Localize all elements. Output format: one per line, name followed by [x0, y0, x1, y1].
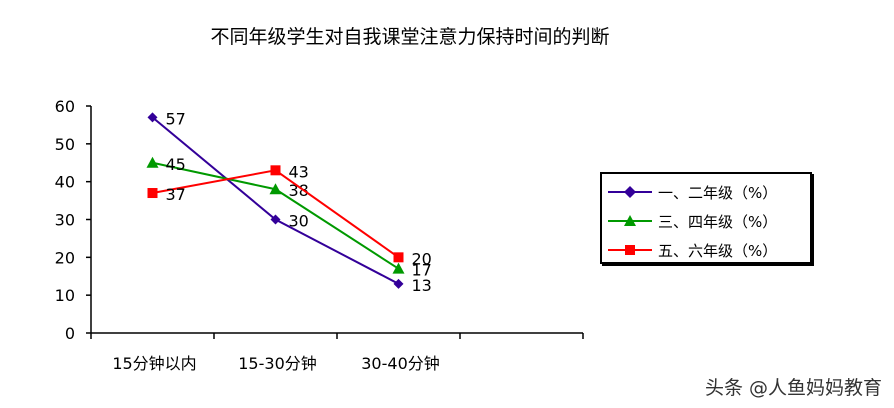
x-tick-label: 15分钟以内	[112, 354, 196, 373]
data-point-diamond	[270, 214, 281, 225]
data-label: 20	[412, 249, 432, 268]
y-tick-label: 20	[55, 248, 75, 267]
y-tick-label: 40	[55, 173, 75, 192]
data-point-diamond	[393, 278, 404, 289]
legend-label-grade-3-4: 三、四年级（%）	[658, 213, 778, 231]
legend-swatch-triangle-icon	[608, 215, 652, 226]
chart-legend: 一、二年级（%） 三、四年级（%） 五、六年级（%）	[600, 172, 812, 264]
data-label: 30	[289, 212, 309, 231]
data-point-square	[270, 165, 281, 176]
legend-swatch-diamond-icon	[608, 186, 652, 198]
data-label: 13	[412, 276, 432, 295]
x-tick-label: 15-30分钟	[238, 354, 317, 373]
legend-item-grade-5-6: 五、六年级（%）	[602, 238, 810, 262]
y-tick-label: 30	[55, 211, 75, 230]
data-point-triangle	[269, 183, 282, 195]
x-tick-label: 30-40分钟	[361, 354, 440, 373]
data-point-diamond	[147, 112, 158, 123]
data-label: 37	[166, 185, 186, 204]
data-label: 38	[289, 181, 309, 200]
legend-label-grade-5-6: 五、六年级（%）	[658, 242, 778, 260]
series-line-1	[151, 116, 399, 285]
y-tick-label: 0	[65, 324, 75, 343]
legend-label-grade-1-2: 一、二年级（%）	[658, 184, 778, 202]
y-tick-label: 10	[55, 286, 75, 305]
watermark: 头条 @人鱼妈妈教育	[704, 377, 882, 399]
y-tick-label: 50	[55, 135, 75, 154]
legend-swatch-square-icon	[608, 245, 652, 255]
legend-item-grade-1-2: 一、二年级（%）	[602, 180, 810, 204]
chart-title: 不同年级学生对自我课堂注意力保持时间的判断	[210, 26, 610, 48]
data-point-triangle	[392, 262, 405, 274]
data-label: 17	[412, 261, 432, 280]
legend-item-grade-3-4: 三、四年级（%）	[602, 209, 810, 233]
y-tick-label: 60	[55, 97, 75, 116]
data-label: 43	[289, 162, 309, 181]
data-point-square	[147, 188, 158, 199]
data-point-triangle	[146, 156, 159, 168]
data-point-square	[393, 252, 404, 263]
data-label: 57	[166, 109, 186, 128]
data-label: 45	[166, 155, 186, 174]
